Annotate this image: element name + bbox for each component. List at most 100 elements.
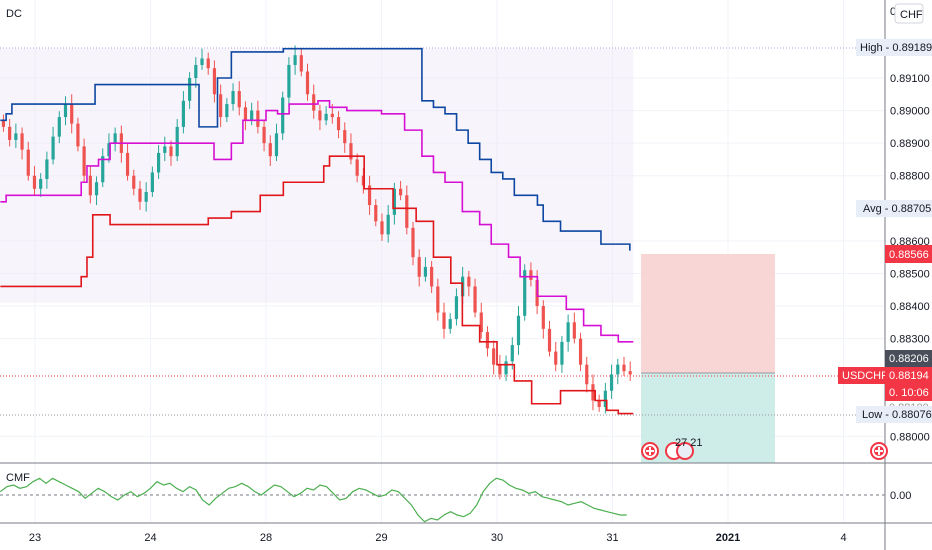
candle-body	[194, 64, 198, 78]
candle-body	[219, 94, 223, 118]
stop-tag-text: 0.88566	[889, 249, 929, 261]
indicator-label: DC	[6, 8, 22, 20]
take-profit-zone[interactable]	[641, 373, 775, 463]
time-tick-label: 23	[29, 532, 41, 544]
time-tick-label: 28	[260, 532, 272, 544]
candle-body	[479, 312, 483, 333]
candle-body	[57, 117, 61, 137]
candle-body	[423, 266, 428, 277]
countdown-tag-text: 0. 10:06	[889, 387, 929, 399]
price-tick-label: 0.88800	[890, 171, 930, 183]
candle-body	[70, 104, 74, 124]
candle-body	[467, 276, 471, 287]
candle-body	[380, 221, 384, 235]
price-axis[interactable]: 0.891000.890000.889000.888000.886000.885…	[890, 73, 930, 443]
time-axis[interactable]: 23 24 28 29 30 31 2021 4	[29, 532, 847, 544]
candle-body	[374, 205, 378, 222]
candle-body	[274, 133, 279, 157]
candle-body	[603, 390, 607, 408]
channel-band	[0, 48, 634, 303]
candle-body	[107, 143, 111, 157]
time-tick-label: 29	[375, 532, 387, 544]
price-tick-label: 0.88000	[890, 431, 930, 443]
candle-body	[200, 58, 204, 65]
symbol-tag-text: USDCHF	[842, 370, 888, 382]
high-tag: High - 0.89189	[856, 39, 932, 56]
candle-body	[156, 152, 161, 173]
candle-body	[560, 341, 564, 365]
candle-body	[299, 55, 303, 72]
avg-tag: Avg - 0.88705	[856, 200, 932, 217]
candle-body	[88, 175, 92, 196]
candle-body	[336, 117, 341, 131]
candle-body	[591, 384, 595, 401]
candle-body	[566, 322, 570, 342]
candle-body	[63, 104, 68, 118]
candle-body	[1, 120, 6, 127]
avg-tag-text: Avg - 0.88705	[863, 203, 931, 215]
candle-body	[45, 159, 49, 179]
candle-body	[14, 133, 18, 140]
candle-body	[144, 192, 148, 202]
candle-body	[39, 178, 43, 189]
candle-body	[386, 214, 390, 235]
candle-body	[585, 364, 589, 385]
us-events-icon[interactable]: 27 21	[665, 437, 703, 460]
candle-body	[572, 322, 576, 339]
candle-body	[206, 58, 210, 69]
time-tick-label: 4	[840, 532, 846, 544]
candle-body	[51, 136, 55, 160]
candle-body	[597, 400, 601, 408]
candle-body	[243, 107, 248, 121]
candle-body	[20, 133, 24, 150]
low-tag-text: Low - 0.88076	[862, 409, 932, 421]
price-tick-label: 0.88500	[890, 268, 930, 280]
price-axis-top-label: 0	[890, 6, 896, 18]
candle-body	[150, 172, 154, 193]
candle-body	[554, 351, 558, 365]
candle-body	[609, 374, 614, 391]
candle-body	[94, 182, 99, 196]
candle-body	[132, 175, 136, 189]
candle-body	[250, 110, 254, 121]
candle-body	[398, 188, 403, 196]
candle-body	[349, 143, 353, 160]
candle-body	[305, 71, 310, 95]
price-tick-label: 0.88300	[890, 334, 930, 346]
candle-body	[510, 345, 514, 362]
currency-button-label: CHF	[900, 9, 923, 21]
candle-body	[448, 319, 452, 329]
stop-loss-zone[interactable]	[641, 254, 775, 373]
cmf-label: CMF	[6, 472, 30, 484]
candle-body	[101, 156, 105, 183]
candle-body	[287, 64, 291, 98]
entry-tag-text: 0.88206	[889, 353, 929, 365]
cmf-zero-tick: 0.00	[890, 490, 911, 502]
candle-body	[76, 123, 80, 147]
donchian-channel	[0, 47, 634, 415]
candle-body	[163, 146, 167, 153]
channel-lower-line	[0, 155, 634, 415]
candle-body	[312, 94, 316, 111]
candle-body	[113, 133, 117, 144]
currency-button[interactable]: CHF	[894, 3, 924, 24]
candle-body	[442, 312, 446, 329]
candle-body	[523, 270, 527, 316]
candle-body	[492, 348, 496, 365]
candle-body	[361, 175, 365, 186]
candle-body	[504, 361, 508, 375]
candle-body	[26, 149, 30, 176]
candle-body	[516, 315, 521, 346]
candle-body	[125, 152, 130, 176]
time-tick-label: 2021	[716, 532, 740, 544]
stop-tag: 0.88566	[885, 245, 932, 263]
candle-body	[293, 55, 297, 65]
future-event-icon[interactable]	[870, 442, 888, 460]
cmf-line	[0, 477, 627, 523]
candle-body	[231, 91, 235, 105]
time-tick-label: 31	[606, 532, 618, 544]
event-flag-icon[interactable]	[641, 442, 659, 460]
symbol-tag[interactable]: USDCHF 0.88194	[838, 367, 932, 384]
candle-body	[411, 227, 415, 258]
